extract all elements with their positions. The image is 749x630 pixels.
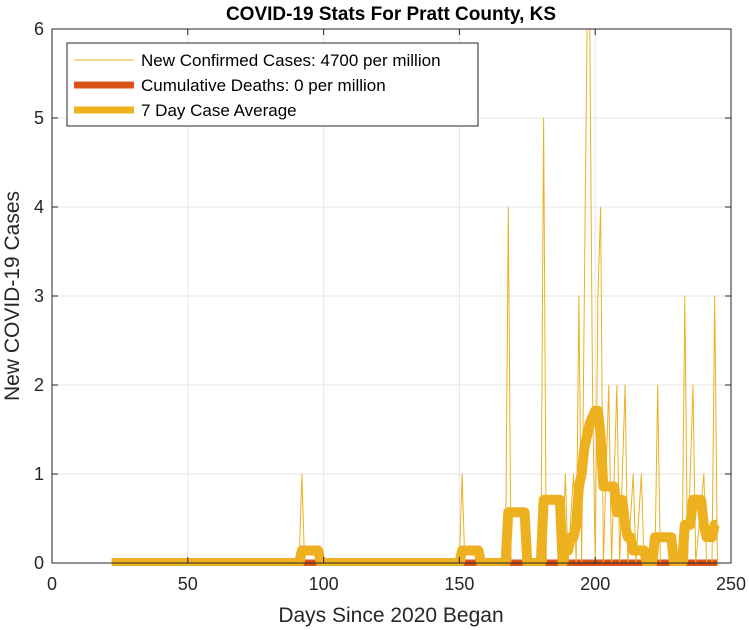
chart-title: COVID-19 Stats For Pratt County, KS xyxy=(226,4,556,25)
x-tick-label: 100 xyxy=(309,574,339,594)
x-tick-label: 150 xyxy=(444,574,474,594)
x-axis-label: Days Since 2020 Began xyxy=(278,604,503,627)
axis-ticks: 0 50 100 150 200 250 0 1 2 3 4 5 6 xyxy=(34,19,746,594)
y-tick-label: 1 xyxy=(34,464,44,484)
x-tick-label: 0 xyxy=(47,574,57,594)
y-tick-label: 3 xyxy=(34,286,44,306)
y-tick-label: 0 xyxy=(34,553,44,573)
x-tick-label: 200 xyxy=(580,574,610,594)
y-tick-label: 2 xyxy=(34,375,44,395)
legend-label-deaths: Cumulative Deaths: 0 per million xyxy=(141,76,386,95)
y-tick-label: 5 xyxy=(34,108,44,128)
y-tick-label: 6 xyxy=(34,19,44,39)
x-tick-label: 50 xyxy=(178,574,198,594)
legend: New Confirmed Cases: 4700 per million Cu… xyxy=(66,42,479,127)
y-axis-label: New COVID-19 Cases xyxy=(1,191,24,401)
y-tick-label: 4 xyxy=(34,197,44,217)
legend-label-average: 7 Day Case Average xyxy=(141,101,297,120)
x-tick-label: 250 xyxy=(716,574,746,594)
legend-label-cases: New Confirmed Cases: 4700 per million xyxy=(141,51,441,70)
legend-box xyxy=(66,42,479,127)
